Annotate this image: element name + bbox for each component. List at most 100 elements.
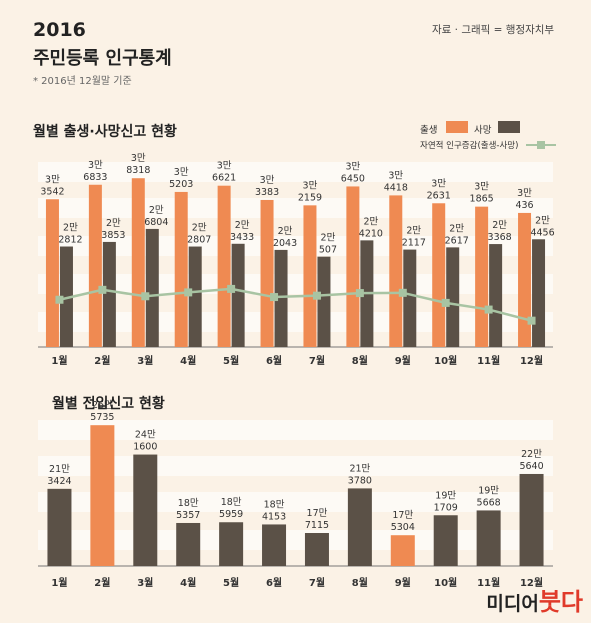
chart2-label-value: 3780 <box>348 475 372 486</box>
chart2-label-value: 5357 <box>176 510 200 521</box>
chart1-point-natural <box>98 285 107 294</box>
chart1-label-death-man: 2만 <box>278 226 293 237</box>
chart1-point-natural <box>527 316 536 325</box>
chart1-label-birth-man: 3만 <box>303 180 318 191</box>
chart2-label-man: 24만 <box>135 430 156 441</box>
chart1-bar-death <box>59 246 73 347</box>
chart1-label-death-man: 2만 <box>406 226 421 237</box>
chart1-bar-birth <box>45 199 59 347</box>
chart2-label-man: 22만 <box>521 449 542 460</box>
chart1-bar-birth <box>389 195 403 347</box>
chart2-bar <box>176 522 201 566</box>
chart2-x-tick-label: 2월 <box>94 577 110 589</box>
chart1-label-birth-man: 3만 <box>474 182 489 193</box>
chart2-x-tick-label: 11월 <box>477 577 500 589</box>
chart1-point-natural <box>312 291 321 300</box>
chart1-point-natural <box>355 289 364 298</box>
chart1-x-tick-label: 10월 <box>434 355 457 367</box>
chart1-x-tick-label: 8월 <box>352 355 368 367</box>
source-credit: 자료 · 그래픽 = 행정자치부 <box>432 24 555 36</box>
chart1-label-death-value: 2617 <box>445 235 469 246</box>
chart1-bar-birth <box>346 186 360 347</box>
chart1-bar-birth <box>518 212 532 347</box>
chart1-bar-death <box>188 246 202 347</box>
chart1-label-death-value: 4456 <box>530 227 554 238</box>
chart1-bar-death <box>317 256 331 347</box>
chart1-label-birth-man: 3만 <box>517 188 532 199</box>
page-title: 2016 <box>33 19 86 41</box>
chart2-bar <box>133 454 158 566</box>
chart1-label-death-man: 2만 <box>449 223 464 234</box>
chart1-bar-death <box>532 239 546 347</box>
chart1-label-death-value: 507 <box>319 245 337 256</box>
chart1-x-tick-label: 2월 <box>94 355 110 367</box>
chart2-title: 월별 전입신고 현황 <box>52 396 165 412</box>
chart1-label-birth-man: 3만 <box>431 178 446 189</box>
chart1-bar-death <box>446 247 460 347</box>
chart2-label-man: 19만 <box>478 485 499 496</box>
chart1-label-birth-man: 3만 <box>217 161 232 172</box>
chart1-label-birth-man: 3만 <box>388 170 403 181</box>
chart1-label-death-man: 2만 <box>321 233 336 244</box>
chart1-bar-birth <box>88 184 102 347</box>
chart1-gridband <box>38 312 553 332</box>
chart1-bar-death <box>231 243 245 347</box>
chart2-x-tick-label: 6월 <box>266 577 282 589</box>
chart1-label-birth-man: 3만 <box>345 161 360 172</box>
chart1-label-death-man: 2만 <box>235 220 250 231</box>
chart1-label-death-value: 3368 <box>488 232 512 243</box>
chart1-x-tick-label: 12월 <box>520 355 543 367</box>
chart2-label-value: 3424 <box>47 476 71 487</box>
chart1-title: 월별 출생·사망신고 현황 <box>33 124 177 140</box>
chart2-gridband <box>38 420 553 440</box>
chart1-x-tick-label: 9월 <box>395 355 411 367</box>
chart1-bar-death <box>489 244 503 347</box>
chart2-label-man: 19만 <box>435 490 456 501</box>
chart2-label-value: 5959 <box>219 509 243 520</box>
chart2-x-tick-label: 8월 <box>352 577 368 589</box>
chart2-label-man: 17만 <box>307 508 328 519</box>
chart1-gridband <box>38 274 553 294</box>
chart1-label-death-man: 2만 <box>192 223 207 234</box>
chart1-label-death-man: 2만 <box>492 220 507 231</box>
chart2-x-tick-label: 3월 <box>137 577 153 589</box>
chart1-label-birth-man: 3만 <box>260 175 275 186</box>
chart2-x-tick-label: 9월 <box>395 577 411 589</box>
chart1-x-tick-label: 5월 <box>223 355 239 367</box>
legend-birth-label: 출생 <box>420 125 438 136</box>
chart1-x-tick-label: 3월 <box>137 355 153 367</box>
chart1-x-tick-label: 6월 <box>266 355 282 367</box>
chart1-label-death-value: 3853 <box>101 230 125 241</box>
chart2-bar <box>47 488 72 566</box>
chart1-gridband <box>38 198 553 218</box>
chart1-label-death-man: 2만 <box>63 223 78 234</box>
chart1-bar-birth <box>217 185 231 347</box>
chart1-label-birth-man: 3만 <box>131 153 146 164</box>
chart1-bar-death <box>403 249 417 347</box>
chart1-label-death-value: 3433 <box>230 232 254 243</box>
chart1-bar-birth <box>303 205 317 347</box>
chart1-label-death-man: 2만 <box>535 215 550 226</box>
legend-death-label: 사망 <box>474 125 492 136</box>
chart2-label-value: 4153 <box>262 511 286 522</box>
chart1-point-natural <box>441 298 450 307</box>
chart1-label-birth-value: 5203 <box>169 179 193 190</box>
chart1-label-birth-value: 1865 <box>470 194 494 205</box>
chart1-label-birth-man: 3만 <box>174 167 189 178</box>
chart1-point-natural <box>398 288 407 297</box>
legend-death-swatch <box>498 121 520 133</box>
chart1-bar-birth <box>174 191 188 347</box>
chart2-label-man: 18만 <box>221 497 242 508</box>
chart1-line-natural <box>59 287 532 322</box>
chart1-label-death-value: 2812 <box>58 235 82 246</box>
chart1-point-natural <box>270 293 279 302</box>
chart1-label-death-value: 2807 <box>187 235 211 246</box>
chart1-x-tick-label: 4월 <box>180 355 196 367</box>
brand-logo: 미디어붓다 <box>486 588 583 616</box>
chart1-x-tick-label: 1월 <box>51 355 67 367</box>
chart1-label-birth-value: 6450 <box>341 173 365 184</box>
chart1-bar-birth <box>475 206 489 347</box>
chart1-label-death-man: 2만 <box>363 216 378 227</box>
chart2-label-value: 5304 <box>391 522 415 533</box>
